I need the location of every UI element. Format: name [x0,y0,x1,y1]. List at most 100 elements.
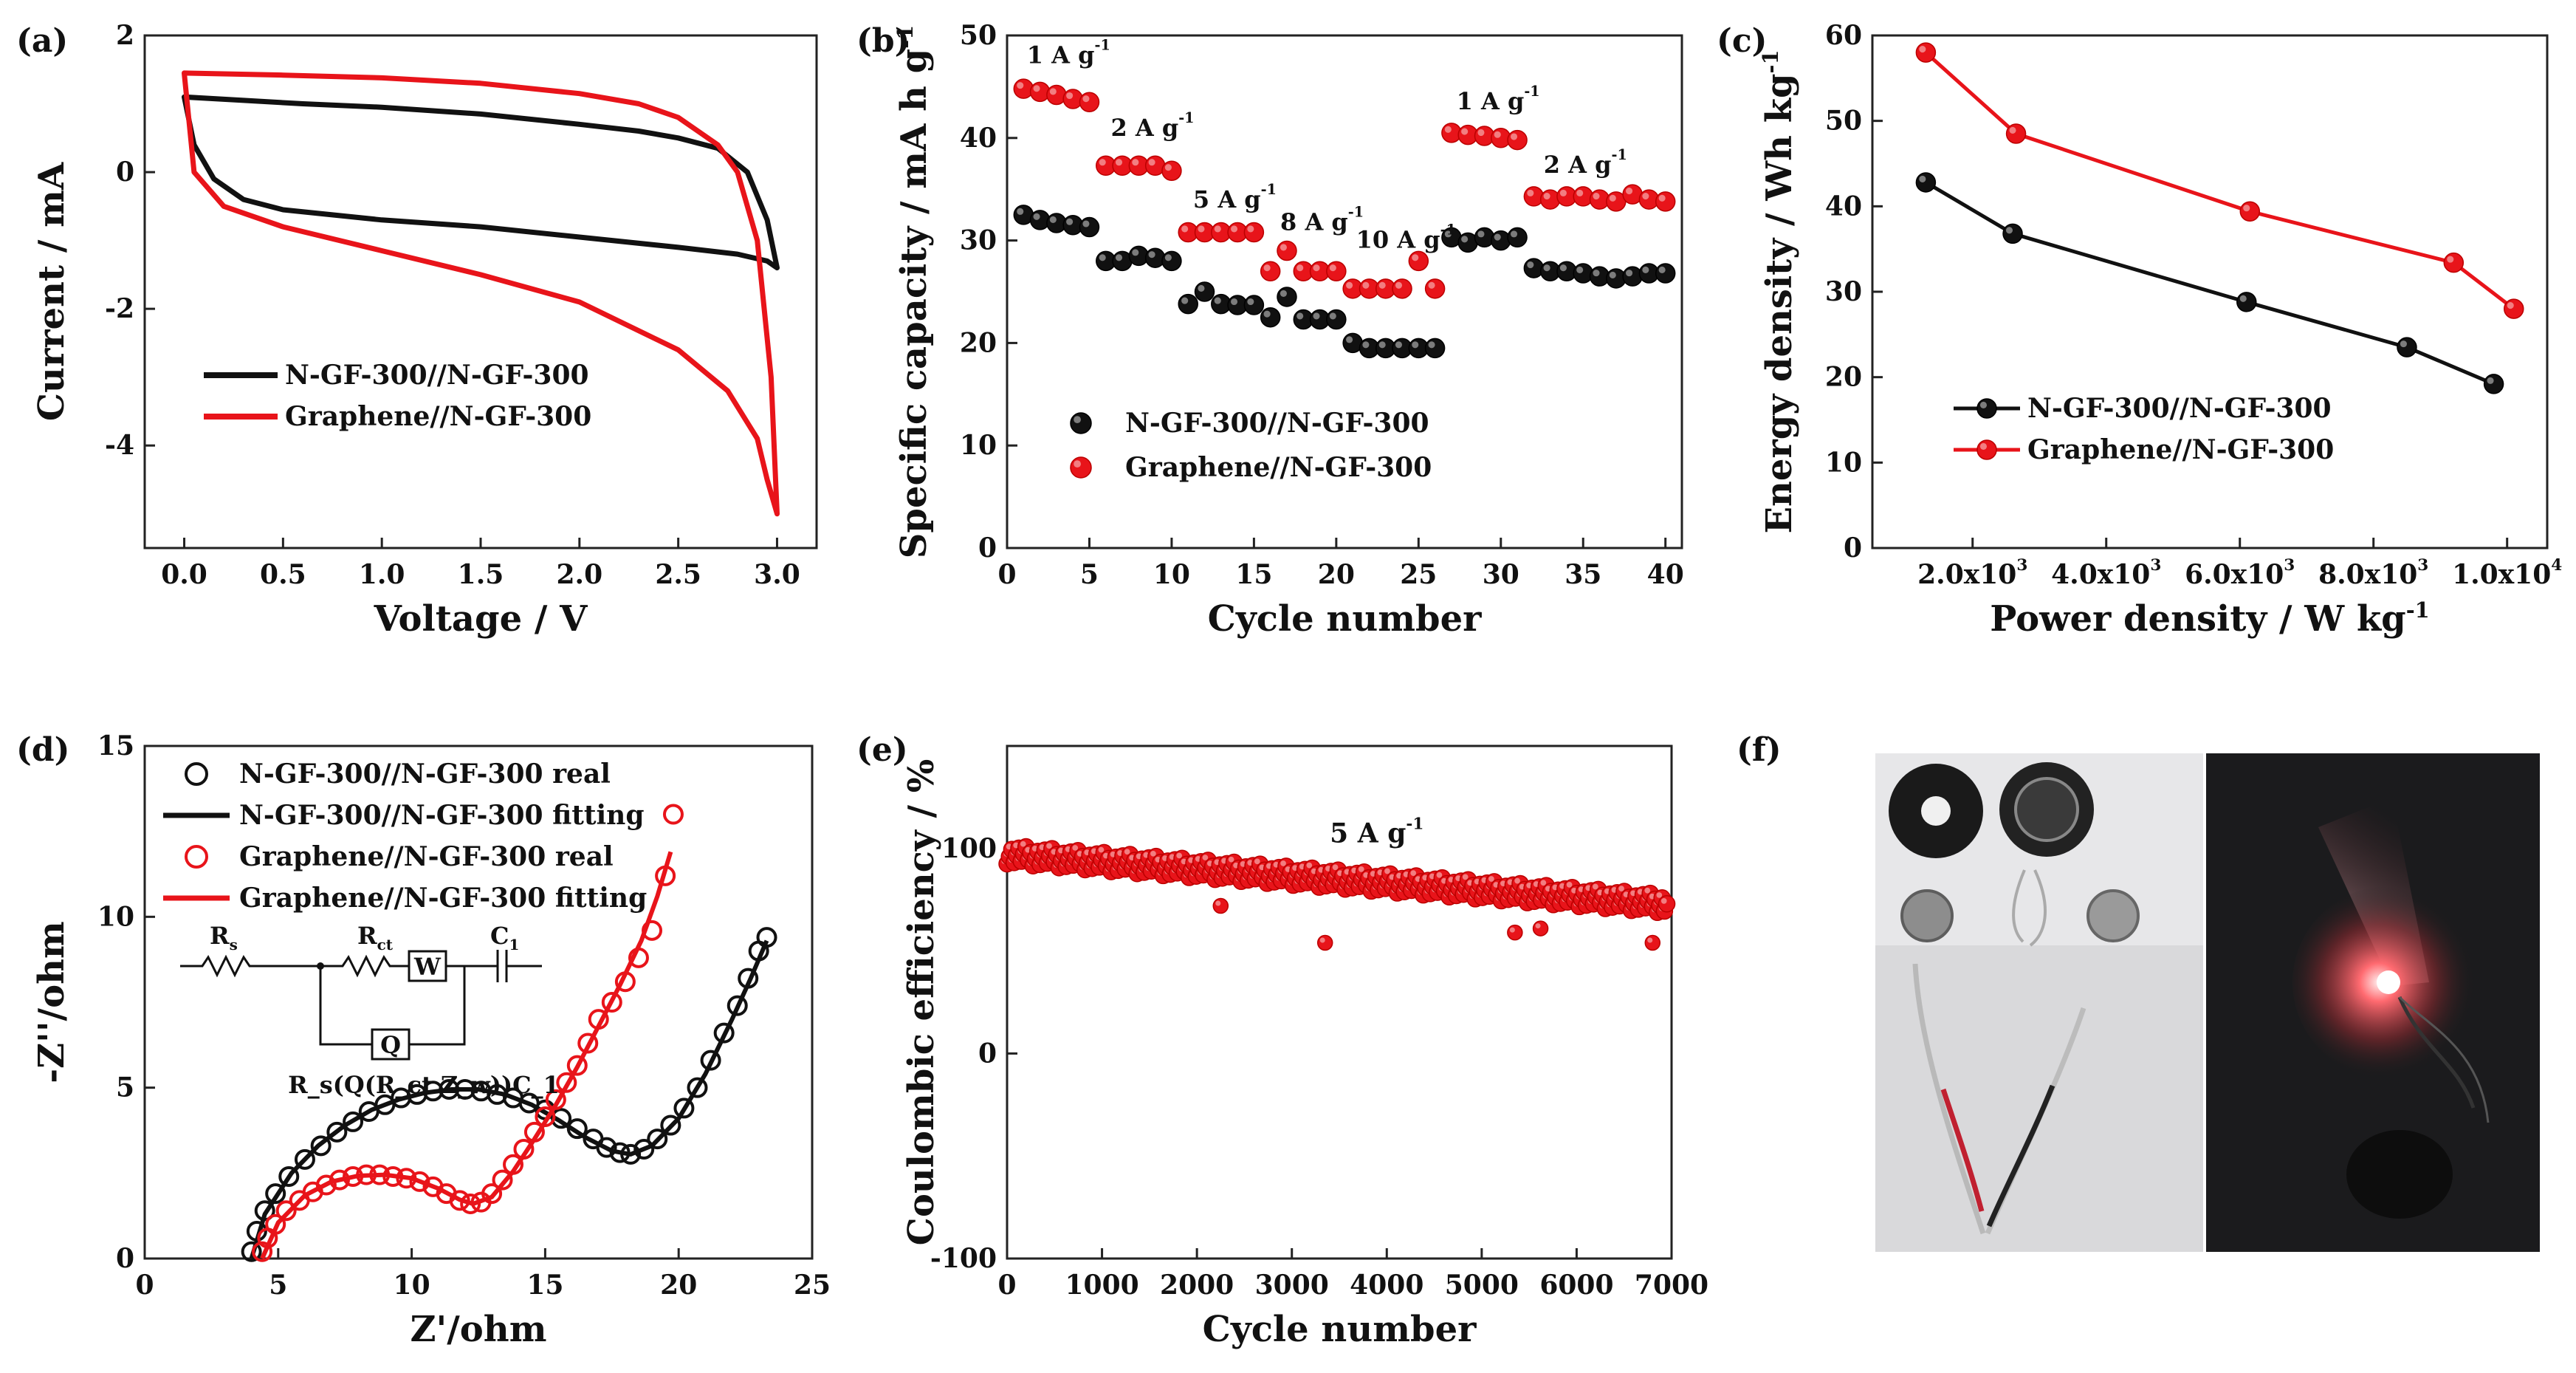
warburg-label-main: W [413,953,442,981]
y-tick-label-b-main: 10 [960,430,997,461]
y-tick-label-e-main: 100 [941,833,997,864]
capacity-point-0 [1573,263,1593,284]
capacity-point-1 [1424,278,1446,299]
x-tick-label-b: 35 [1565,559,1601,590]
x-tick-label-b: 20 [1318,559,1355,590]
capacity-point-1 [1062,89,1083,109]
capacity-point-0-shine [1313,312,1320,320]
y-tick-label-b: 50 [960,20,997,51]
panel-label-a: (a) [16,22,68,60]
capacity-point-1-shine [1082,95,1090,103]
capacity-point-1-shine [1263,264,1271,272]
capacity-point-0-shine [1626,270,1633,277]
x-tick-label-b-main: 10 [1153,559,1190,590]
capacity-point-0-shine [1527,261,1534,269]
capacity-point-1-shine [1444,126,1452,133]
ragone-point-1-shine [2447,256,2454,263]
capacity-point-0 [1474,227,1495,248]
capacity-point-0-shine [1576,266,1584,274]
y-tick-label-c-main: 20 [1825,362,1862,393]
panel-d: 0 5 10 15 20 25 0 5 10 15 Z'/ohm -Z''/ohm (d) N-GF-30… [16,730,831,1350]
legend-label-d-1: N-GF-300//N-GF-300 fitting [239,800,645,831]
capacity-point-0 [1144,247,1166,268]
x-tick-label-b-main: 20 [1318,559,1355,590]
legend-label-a-0: N-GF-300//N-GF-300 [285,360,589,391]
capacity-point-0-shine [1346,336,1353,343]
capacity-point-1-shine [1658,194,1666,202]
x-axis-label-d-main: Z'/ohm [411,1309,547,1350]
capacity-point-1-shine [1412,254,1419,261]
efficiency-outlier-shine [1319,937,1325,943]
ragone-point-0-shine [2005,227,2013,234]
y-tick-label-b: 30 [960,225,997,256]
efficiency-point-shine [1020,840,1026,847]
x-tick-label-c-sup: 3 [2016,556,2027,575]
capacity-point-0-shine [1428,341,1435,349]
x-tick-label-c-main: 8.0x10 [2318,559,2417,590]
x-tick-label-b: 30 [1483,559,1519,590]
x-tick-label-d-main: 10 [394,1270,430,1301]
efficiency-point-shine [1384,868,1390,874]
efficiency-outlier-shine [1215,900,1221,906]
rate-label-4-sup: -1 [1440,221,1456,238]
y-tick-label-b-main: 50 [960,20,997,51]
y-axis-label-e-main: Coulombic efficiency / % [901,759,942,1246]
panel-c: 2.0x103 4.0x103 6.0x103 8.0x103 1.0x10401020… [1717,20,2562,640]
label-rct-main: R [357,922,377,950]
ragone-point-0-shine [2487,377,2494,384]
y-tick-label-a-main: -2 [105,293,134,324]
capacity-point-0-shine [1132,249,1139,256]
rate-label-6-sup: -1 [1611,146,1627,163]
efficiency-outlier-shine [1509,927,1515,933]
photo-left [1875,753,2203,1252]
y-tick-label-d-main: 0 [116,1243,134,1274]
x-tick-label-e: 7000 [1635,1270,1708,1301]
y-tick-label-b-main: 30 [960,225,997,256]
x-tick-label-e: 0 [997,1270,1016,1301]
capacity-point-0-shine [1658,266,1666,274]
ragone-point-0-shine [2239,295,2247,302]
label-rct-sub: ct [377,936,394,953]
x-axis-label-b: Cycle number [1208,598,1482,640]
y-axis-label-e: Coulombic efficiency / % [901,759,942,1246]
y-tick-label-a: -4 [105,430,134,461]
y-tick-label-b: 40 [960,123,997,154]
capacity-point-0 [1622,266,1643,287]
x-tick-label-c-sup: 3 [2417,556,2428,575]
ragone-point-0 [2483,374,2504,394]
capacity-point-1-shine [1543,192,1550,200]
ragone-point-1 [2239,201,2261,222]
y-tick-label-d-main: 15 [97,730,134,761]
capacity-point-1-shine [1494,131,1501,138]
capacity-point-1 [1079,92,1100,112]
x-axis-label-a: Voltage / V [374,598,588,640]
legend-label-d-3: Graphene//N-GF-300 fitting [239,883,647,914]
nyquist-point-2 [662,804,684,825]
y-tick-label-e: 100 [941,833,997,864]
capacity-point-1-shine [1477,129,1485,137]
rate-label-5-main: 1 A g [1457,87,1525,115]
legend-marker-b-1-shine [1074,460,1081,468]
y-tick-label-e-main: -100 [930,1243,997,1274]
capacity-point-1 [1326,261,1347,281]
x-tick-label-a: 2.5 [655,559,701,590]
x-tick-label-a: 3.0 [754,559,800,590]
nyquist-point-0 [294,1148,315,1170]
ragone-point-1 [1915,42,1937,63]
y-tick-label-b-main: 20 [960,327,997,358]
x-tick-label-b: 0 [997,559,1016,590]
capacity-point-0-shine [1164,254,1172,261]
nyquist-point-0 [326,1121,348,1143]
nyquist-fit-1 [249,939,769,1259]
x-tick-label-b-main: 15 [1235,559,1272,590]
coin-cell-1 [1900,889,1954,942]
y-tick-label-c-main: 10 [1825,447,1862,478]
nyquist-point-2 [252,1241,273,1262]
y-axis-label-a-main: Current / mA [31,162,72,421]
capacity-point-1-shine [1626,188,1633,195]
label-c1-sub: 1 [509,936,519,953]
coin-cell-inner [2014,777,2079,842]
y-tick-label-d: 5 [116,1072,134,1103]
legend-marker-c-0-shine [1979,401,1987,408]
y-tick-label-b-main: 40 [960,123,997,154]
